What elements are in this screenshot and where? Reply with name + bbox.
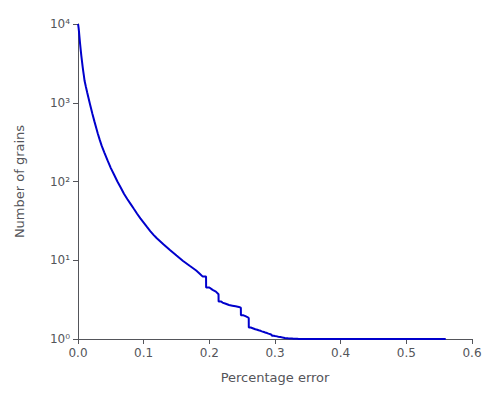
svg-text:10³: 10³ — [50, 96, 70, 110]
svg-text:10²: 10² — [50, 175, 70, 189]
svg-text:0.1: 0.1 — [134, 346, 153, 360]
svg-text:10⁴: 10⁴ — [50, 17, 70, 31]
svg-text:0.3: 0.3 — [265, 346, 284, 360]
svg-text:0.0: 0.0 — [68, 346, 87, 360]
svg-text:10¹: 10¹ — [50, 253, 70, 267]
svg-text:Percentage error: Percentage error — [221, 370, 330, 385]
svg-text:0.4: 0.4 — [331, 346, 350, 360]
svg-text:10⁰: 10⁰ — [50, 332, 70, 346]
svg-text:0.5: 0.5 — [397, 346, 416, 360]
svg-text:0.6: 0.6 — [462, 346, 481, 360]
svg-text:Number of grains: Number of grains — [12, 125, 27, 238]
svg-text:0.2: 0.2 — [200, 346, 219, 360]
